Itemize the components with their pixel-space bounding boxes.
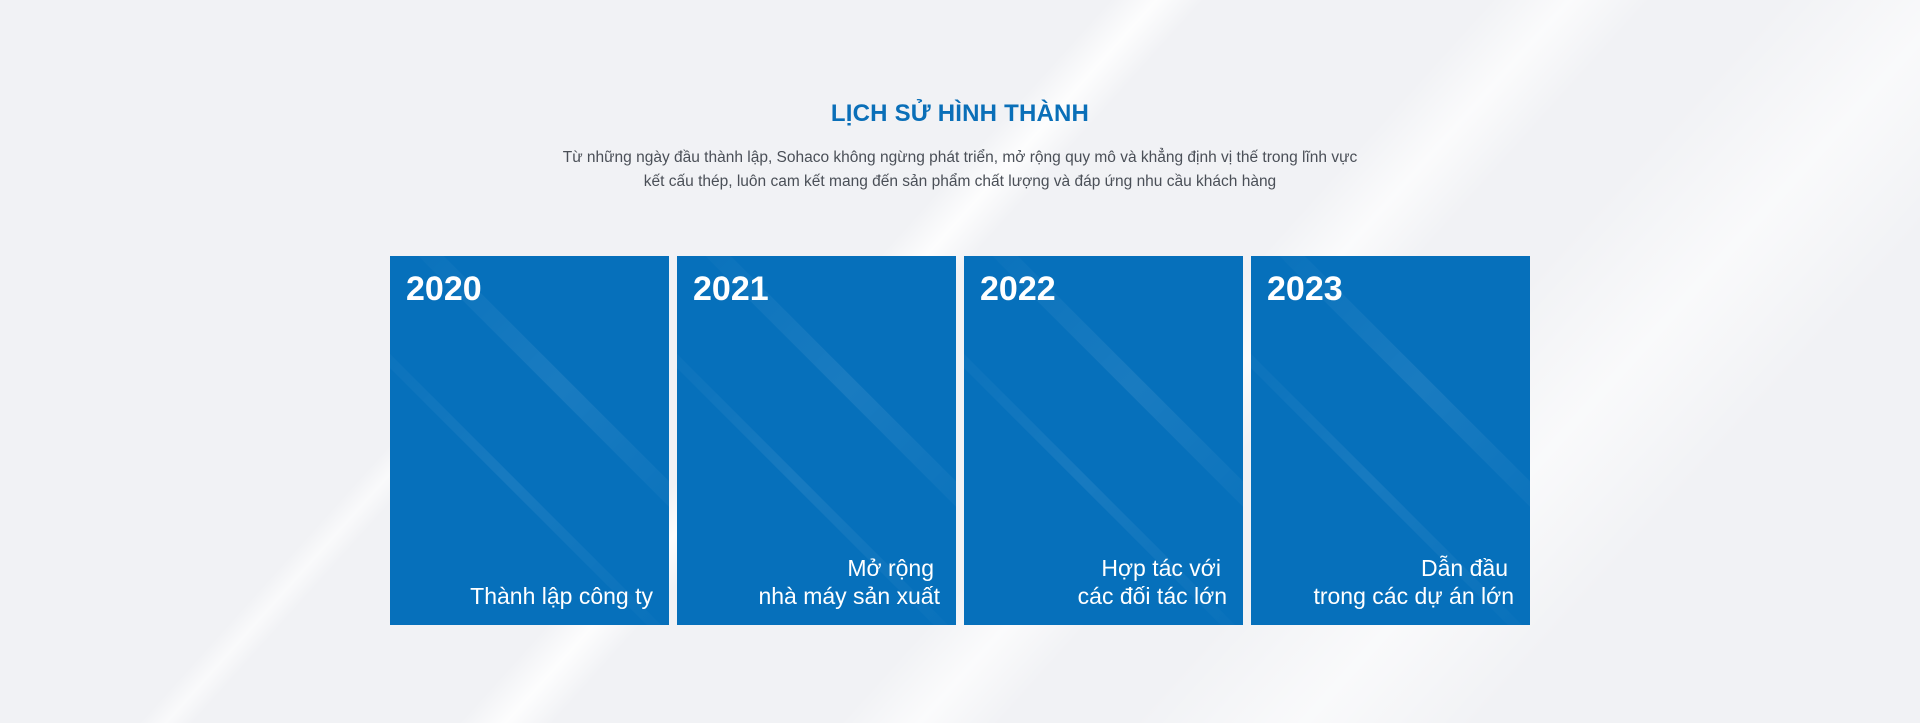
card-caption-line-1: Dẫn đầu: [1421, 555, 1508, 581]
card-caption-line-2: nhà máy sản xuất: [758, 583, 940, 609]
timeline-card-2021[interactable]: 2021 Mở rộng nhà máy sản xuất: [677, 256, 956, 625]
card-caption-line-1: Mở rộng: [847, 555, 934, 581]
card-caption: Thành lập công ty: [470, 582, 653, 610]
card-caption-line-2: các đối tác lớn: [1077, 583, 1227, 609]
card-caption: Dẫn đầu trong các dự án lớn: [1313, 554, 1514, 610]
section-title: LỊCH SỬ HÌNH THÀNH: [830, 100, 1090, 127]
card-caption-line-2: trong các dự án lớn: [1313, 583, 1514, 609]
timeline-card-2020[interactable]: 2020 Thành lập công ty: [390, 256, 669, 625]
card-caption-line-2: Thành lập công ty: [470, 583, 653, 609]
timeline-card-2023[interactable]: 2023 Dẫn đầu trong các dự án lớn: [1251, 256, 1530, 625]
description-line-2: kết cấu thép, luôn cam kết mang đến sản …: [643, 173, 1277, 190]
card-caption-line-1: Hợp tác với: [1101, 555, 1221, 581]
card-year: 2020: [406, 270, 482, 308]
section-description: Từ những ngày đầu thành lập, Sohaco khôn…: [510, 146, 1410, 194]
card-year: 2021: [693, 270, 769, 308]
card-year: 2022: [980, 270, 1056, 308]
card-year: 2023: [1267, 270, 1343, 308]
card-caption: Hợp tác với các đối tác lớn: [1078, 554, 1227, 610]
description-line-1: Từ những ngày đầu thành lập, Sohaco khôn…: [562, 149, 1358, 166]
timeline-card-2022[interactable]: 2022 Hợp tác với các đối tác lớn: [964, 256, 1243, 625]
timeline-cards: 2020 Thành lập công ty 2021 Mở rộng nhà …: [390, 256, 1530, 625]
card-caption: Mở rộng nhà máy sản xuất: [758, 554, 940, 610]
